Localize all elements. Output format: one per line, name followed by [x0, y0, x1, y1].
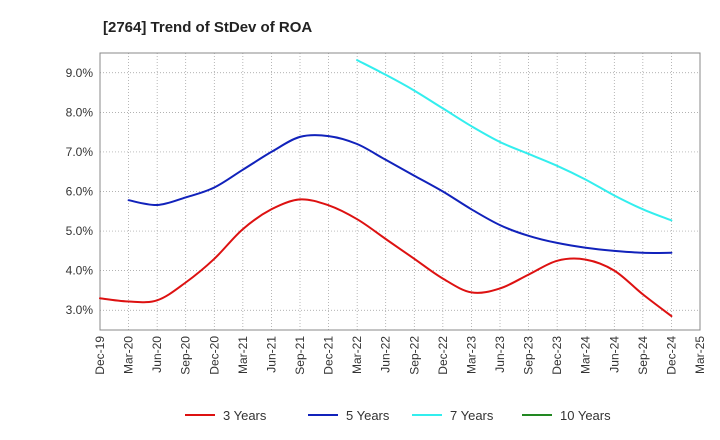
legend: 3 Years 5 Years 7 Years 10 Years — [185, 408, 611, 423]
y-tick-label: 9.0% — [66, 66, 94, 80]
x-tick-label: Dec-23 — [550, 336, 564, 375]
legend-label-7-years: 7 Years — [450, 408, 494, 423]
legend-label-5-years: 5 Years — [346, 408, 390, 423]
legend-label-3-years: 3 Years — [223, 408, 267, 423]
plot-area — [99, 52, 701, 331]
x-tick-label: Dec-24 — [664, 336, 678, 375]
x-tick-label: Mar-21 — [236, 336, 250, 374]
x-tick-label: Dec-21 — [322, 336, 336, 375]
legend-label-10-years: 10 Years — [560, 408, 611, 423]
x-tick-label: Mar-22 — [350, 336, 364, 374]
series-line-3-years — [99, 198, 673, 318]
y-tick-label: 5.0% — [66, 224, 94, 238]
x-tick-label: Mar-25 — [693, 336, 707, 374]
chart-title: [2764] Trend of StDev of ROA — [103, 19, 312, 36]
x-tick-label: Sep-20 — [179, 336, 193, 375]
series-layer — [99, 59, 673, 318]
series-line-7-years — [356, 59, 673, 222]
series-line-5-years — [127, 134, 673, 254]
y-axis: 3.0% 4.0% 5.0% 6.0% 7.0% 8.0% 9.0% — [66, 66, 94, 317]
y-tick-label: 8.0% — [66, 105, 94, 119]
x-tick-label: Sep-23 — [522, 336, 536, 375]
x-tick-label: Jun-21 — [264, 336, 278, 373]
x-tick-label: Jun-24 — [607, 336, 621, 373]
x-tick-label: Dec-22 — [436, 336, 450, 375]
y-tick-label: 6.0% — [66, 185, 94, 199]
x-tick-label: Jun-22 — [379, 336, 393, 373]
y-tick-label: 4.0% — [66, 264, 94, 278]
x-tick-label: Mar-20 — [122, 336, 136, 374]
x-tick-label: Sep-24 — [636, 336, 650, 375]
x-tick-label: Jun-23 — [493, 336, 507, 373]
x-tick-label: Mar-23 — [464, 336, 478, 374]
x-tick-label: Jun-20 — [150, 336, 164, 373]
x-tick-label: Sep-22 — [407, 336, 421, 375]
x-tick-label: Sep-21 — [293, 336, 307, 375]
y-tick-label: 3.0% — [66, 303, 94, 317]
grid — [100, 53, 700, 330]
x-axis: Dec-19 Mar-20 Jun-20 Sep-20 Dec-20 Mar-21 Jun-… — [93, 336, 707, 375]
y-tick-label: 7.0% — [66, 145, 94, 159]
x-tick-label: Dec-20 — [207, 336, 221, 375]
x-tick-label: Mar-24 — [579, 336, 593, 374]
x-tick-label: Dec-19 — [93, 336, 107, 375]
